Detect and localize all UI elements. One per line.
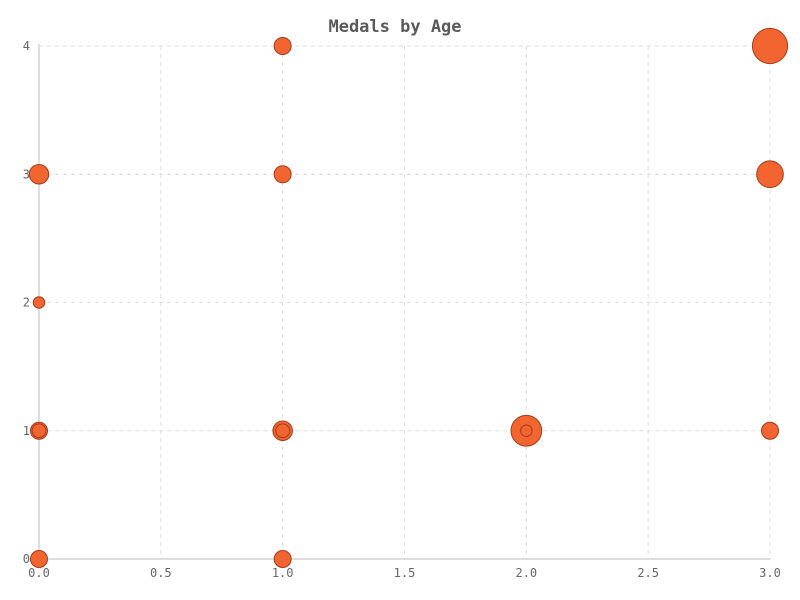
- chart-title: Medals by Age: [328, 17, 461, 37]
- data-point: [31, 423, 47, 439]
- x-tick-label: 3.0: [759, 566, 781, 580]
- x-axis-ticks: 0.0 0.5 1.0 1.5 2.0 2.5 3.0: [28, 566, 781, 580]
- grid-lines: [39, 45, 771, 559]
- data-point: [760, 421, 780, 440]
- x-tick-label: 1.0: [272, 566, 294, 580]
- data-point: [273, 36, 292, 56]
- y-tick-label: 2: [23, 296, 30, 310]
- y-tick-label: 4: [23, 39, 30, 53]
- x-tick-label: 0.5: [150, 566, 172, 580]
- data-point: [275, 423, 291, 439]
- data-point: [32, 296, 46, 309]
- data-point: [520, 424, 533, 438]
- y-tick-label: 1: [23, 424, 30, 438]
- x-tick-label: 2.0: [515, 566, 537, 580]
- data-point: [273, 549, 292, 569]
- y-tick-label: 3: [23, 167, 30, 181]
- x-tick-label: 1.5: [394, 566, 416, 580]
- data-points: [28, 27, 789, 569]
- x-tick-label: 2.5: [637, 566, 659, 580]
- y-tick-label: 0: [23, 552, 30, 566]
- data-point: [273, 165, 292, 184]
- y-axis-ticks: 0 1 2 3 4: [23, 39, 30, 566]
- data-point: [29, 549, 49, 569]
- data-point: [751, 27, 789, 65]
- data-point: [28, 164, 50, 185]
- x-tick-label: 0.0: [28, 566, 50, 580]
- data-point: [756, 160, 784, 189]
